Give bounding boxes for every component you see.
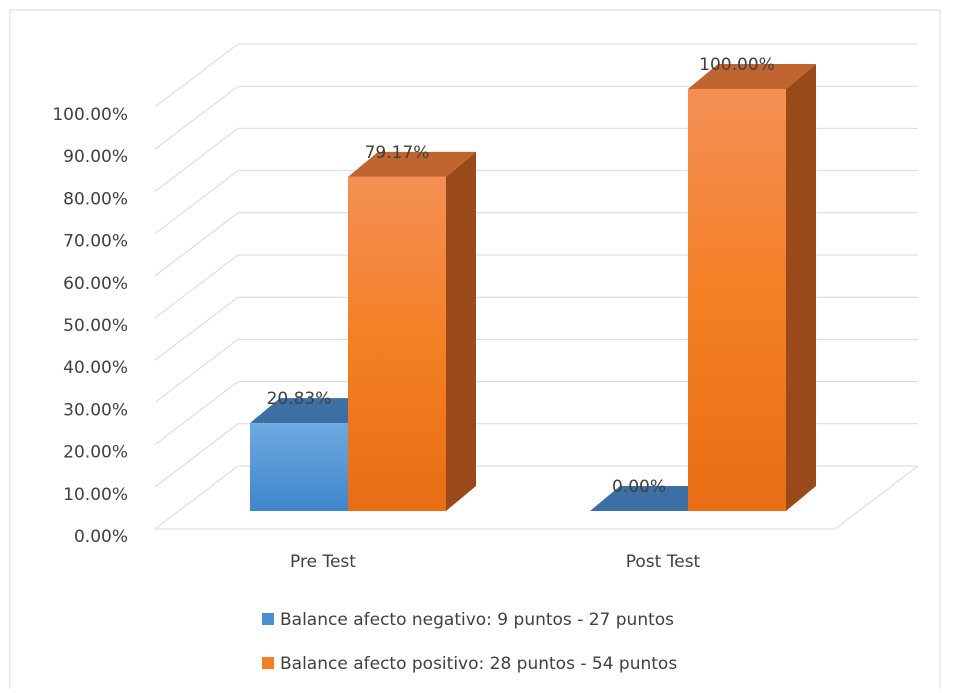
x-tick-label: Pre Test [290,552,356,572]
bar-front [688,89,786,511]
y-tick-label: 30.00% [63,400,128,420]
bar-front [348,176,446,512]
bar-top [250,398,378,424]
data-label: 0.00% [612,477,666,497]
y-tick-label: 10.00% [63,485,128,505]
y-tick-label: 100.00% [52,105,128,125]
bar [590,486,718,511]
legend-label: Balance afecto positivo: 28 puntos - 54 … [280,654,677,674]
bar-side [786,64,816,511]
data-label: 79.17% [365,143,430,163]
grid-line [154,43,918,108]
bar-side [446,151,476,512]
bar [688,64,816,511]
y-tick-label: 80.00% [63,189,128,209]
legend-swatch [262,613,274,625]
floor [155,465,919,530]
y-tick-label: 20.00% [63,443,128,463]
bar-front [250,423,348,511]
y-tick-label: 60.00% [63,274,128,294]
data-label: 100.00% [699,55,775,75]
legend-label: Balance afecto negativo: 9 puntos - 27 p… [280,610,674,630]
y-tick-label: 50.00% [63,316,128,336]
y-tick-label: 90.00% [63,147,128,167]
y-tick-label: 40.00% [63,358,128,378]
grid-line [154,85,918,150]
x-tick-label: Post Test [626,552,701,572]
bar [348,151,476,512]
y-tick-label: 70.00% [63,232,128,252]
y-tick-label: 0.00% [74,527,128,547]
data-label: 20.83% [267,389,332,409]
bar-top [688,64,816,89]
bar-top [590,486,718,511]
bar-top [348,151,476,177]
legend-swatch [262,657,274,669]
